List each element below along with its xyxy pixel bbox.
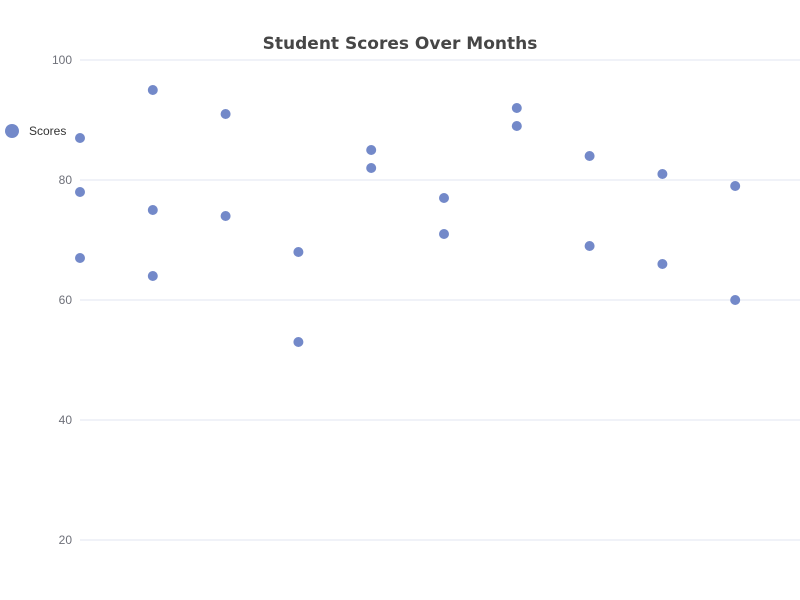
chart-title: Student Scores Over Months xyxy=(263,34,538,54)
data-point[interactable] xyxy=(366,163,377,173)
legend-marker-scores[interactable] xyxy=(5,124,19,138)
y-tick-label-40: 40 xyxy=(59,413,73,427)
data-point[interactable] xyxy=(584,151,595,161)
y-tick-label-20: 20 xyxy=(59,533,73,547)
data-point[interactable] xyxy=(147,85,158,95)
data-point[interactable] xyxy=(439,193,449,203)
data-point[interactable] xyxy=(220,109,231,119)
data-points xyxy=(75,85,741,347)
data-point[interactable] xyxy=(75,187,85,197)
data-point[interactable] xyxy=(293,247,304,257)
y-axis-ticks: 20 40 60 80 100 xyxy=(52,53,72,547)
data-point[interactable] xyxy=(75,253,85,263)
data-point[interactable] xyxy=(511,121,522,131)
data-point[interactable] xyxy=(730,295,741,305)
data-point[interactable] xyxy=(75,133,85,143)
y-tick-label-100: 100 xyxy=(52,53,72,67)
y-tick-label-60: 60 xyxy=(59,293,73,307)
data-point[interactable] xyxy=(147,271,158,281)
legend[interactable]: Scores xyxy=(5,124,66,138)
data-point[interactable] xyxy=(293,337,304,347)
legend-label-scores[interactable]: Scores xyxy=(29,124,66,138)
data-point[interactable] xyxy=(657,169,668,179)
grid xyxy=(80,59,800,541)
data-point[interactable] xyxy=(511,103,522,113)
data-point[interactable] xyxy=(366,145,377,155)
data-point[interactable] xyxy=(657,259,668,269)
y-tick-label-80: 80 xyxy=(59,173,73,187)
data-point[interactable] xyxy=(584,241,595,251)
data-point[interactable] xyxy=(730,181,741,191)
data-point[interactable] xyxy=(220,211,231,221)
data-point[interactable] xyxy=(147,205,158,215)
data-point[interactable] xyxy=(439,229,449,239)
